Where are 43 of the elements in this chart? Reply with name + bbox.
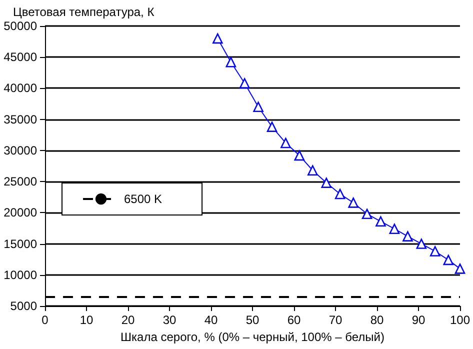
point: [376, 216, 386, 227]
x-tick-label: 90: [412, 313, 426, 327]
point: [402, 231, 413, 242]
point: [294, 150, 305, 161]
x-axis-title: Шкала серого, % (0% – черный, 100% – белый): [120, 330, 384, 344]
point: [362, 208, 372, 220]
y-tick-label: 10000: [4, 268, 38, 282]
point: [308, 165, 318, 176]
point: [430, 246, 440, 256]
point: [443, 254, 454, 266]
legend-label: 6500 K: [124, 192, 162, 206]
x-tick-label: 10: [80, 313, 94, 327]
y-tick-label: 15000: [4, 236, 38, 251]
point: [266, 122, 278, 132]
point: [334, 188, 346, 200]
x-tick-label: 0: [42, 313, 49, 327]
point: [389, 224, 400, 234]
y-tick-label: 5000: [10, 299, 38, 313]
x-tick-label: 80: [370, 313, 384, 327]
point: [416, 238, 427, 249]
x-tick-label: 20: [121, 313, 135, 327]
point: [226, 56, 236, 68]
y-tick-label: 25000: [4, 174, 38, 189]
x-tick-label: 50: [246, 313, 260, 327]
point: [239, 78, 250, 88]
point: [280, 138, 291, 148]
point: [348, 198, 358, 208]
y-tick-label: 35000: [4, 112, 38, 126]
point: [253, 102, 264, 112]
point: [321, 178, 332, 188]
x-tick-label: 30: [162, 313, 176, 327]
y-tick-label: 20000: [4, 206, 38, 220]
point: [454, 264, 466, 274]
x-tick-label: 40: [204, 313, 218, 327]
x-tick-label: 70: [328, 313, 342, 327]
x-tick-label: 60: [287, 313, 301, 327]
x-tick-label: 100: [450, 313, 470, 327]
y-tick-label: 40000: [4, 81, 38, 96]
y-tick-label: 30000: [4, 143, 38, 158]
y-tick-label: 45000: [4, 50, 38, 64]
point: [212, 33, 223, 44]
y-tick-label: 50000: [4, 19, 38, 33]
y-axis-title: Цветовая температура, К: [13, 5, 154, 19]
